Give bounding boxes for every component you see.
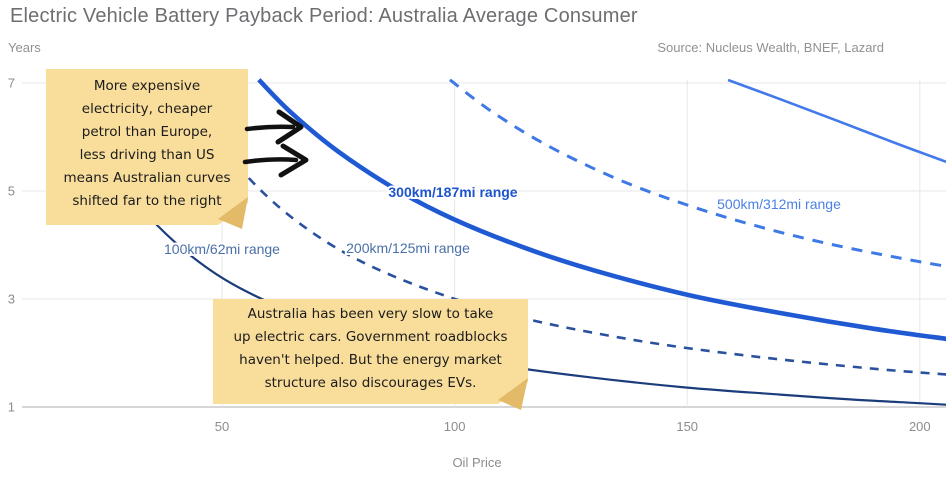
x-tick-label: 100 xyxy=(444,419,466,434)
source-credit: Source: Nucleus Wealth, BNEF, Lazard xyxy=(657,40,884,55)
series-label-200km-125mi-range: 200km/125mi range xyxy=(346,240,470,256)
x-tick-label: 50 xyxy=(215,419,229,434)
x-axis-title: Oil Price xyxy=(452,455,502,470)
x-tick-label: 200 xyxy=(909,419,931,434)
note-line: electricity, cheaper xyxy=(81,101,213,117)
page-title: Electric Vehicle Battery Payback Period:… xyxy=(10,5,638,27)
series-label-500km-312mi-range: 500km/312mi range xyxy=(717,196,841,212)
note-line: means Australian curves xyxy=(63,170,231,186)
note-line: shifted far to the right xyxy=(72,193,222,209)
note-line: More expensive xyxy=(93,78,201,94)
y-tick-label: 1 xyxy=(8,400,15,415)
annotation-note-top: More expensive electricity, cheaper petrol… xyxy=(46,69,248,225)
series-curve-500km-312mi-range xyxy=(448,78,946,268)
note-line: haven't helped. But the energy market xyxy=(239,352,502,368)
note-line: Australia has been very slow to take xyxy=(247,306,494,322)
note-line: up electric cars. Government roadblocks xyxy=(233,329,508,345)
series-label-100km-62mi-range: 100km/62mi range xyxy=(164,241,280,257)
y-tick-label: 7 xyxy=(8,76,15,91)
series-label-300km-187mi-range: 300km/187mi range xyxy=(388,184,517,200)
series-curve-300km-187mi-range xyxy=(257,78,946,342)
note-line: petrol than Europe, xyxy=(81,124,213,140)
x-tick-label: 150 xyxy=(676,419,698,434)
y-tick-label: 5 xyxy=(8,184,15,199)
note-line: less driving than US xyxy=(79,147,215,163)
y-tick-label: 3 xyxy=(8,292,15,307)
annotation-note-bottom: Australia has been very slow to take up e… xyxy=(213,299,528,404)
series-curve-unlabeled-top-right xyxy=(727,78,946,164)
note-line: structure also discourages EVs. xyxy=(264,375,477,391)
y-axis-title: Years xyxy=(8,40,41,55)
